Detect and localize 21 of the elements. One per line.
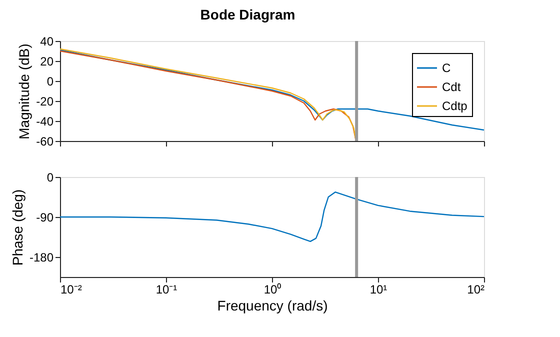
x-tick-label: 10⁻² [60,282,82,296]
x-tick-label: 10² [467,282,485,296]
y-axis-title: Phase (deg) [9,189,26,266]
legend-label: Cdtp [442,99,468,113]
legend-label: Cdt [442,80,462,94]
y-tick-label: 0 [46,74,54,88]
y-tick-label: 0 [46,170,54,184]
legend-label: C [442,61,451,75]
y-tick-label: -180 [29,250,54,264]
y-tick-label: 20 [40,54,54,68]
y-tick-label: 40 [40,34,54,48]
y-tick-label: -90 [36,210,54,224]
x-axis-title: Frequency (rad/s) [217,298,328,314]
y-tick-label: -40 [36,114,54,128]
y-tick-label: -20 [36,94,54,108]
y-axis-title: Magnitude (dB) [16,44,32,140]
y-tick-label: -60 [36,134,54,148]
x-tick-label: 10⁰ [264,282,282,296]
chart-title: Bode Diagram [200,6,296,22]
x-tick-label: 10⁻¹ [156,282,178,296]
x-tick-label: 10¹ [370,282,388,296]
